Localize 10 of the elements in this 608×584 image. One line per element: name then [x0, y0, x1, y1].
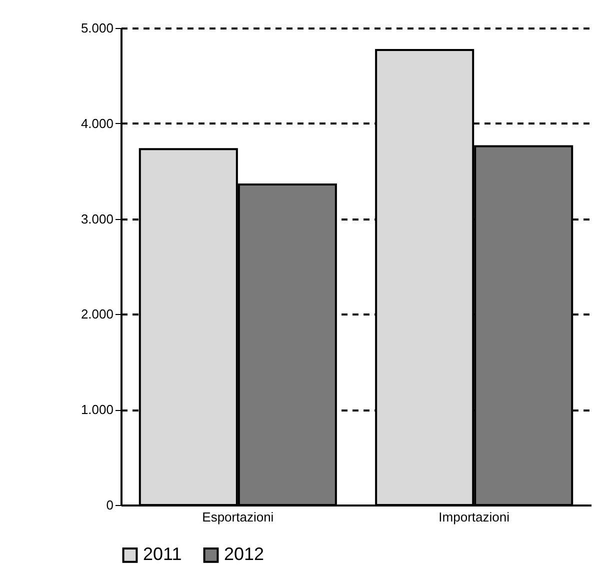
y-tick-label: 5.000 — [80, 20, 114, 36]
y-tick-label: 1.000 — [80, 402, 114, 418]
y-tick-label: 4.000 — [80, 116, 114, 131]
legend-label: 2012 — [224, 544, 264, 564]
y-tick-label: 0 — [106, 498, 114, 512]
x-tick-label: Importazioni — [438, 510, 510, 524]
x-tick-label: Esportazioni — [202, 510, 274, 524]
y-tick-label: 3.000 — [80, 211, 114, 226]
y-tick-label: 2.000 — [80, 306, 114, 322]
legend-label: 2011 — [143, 544, 182, 564]
